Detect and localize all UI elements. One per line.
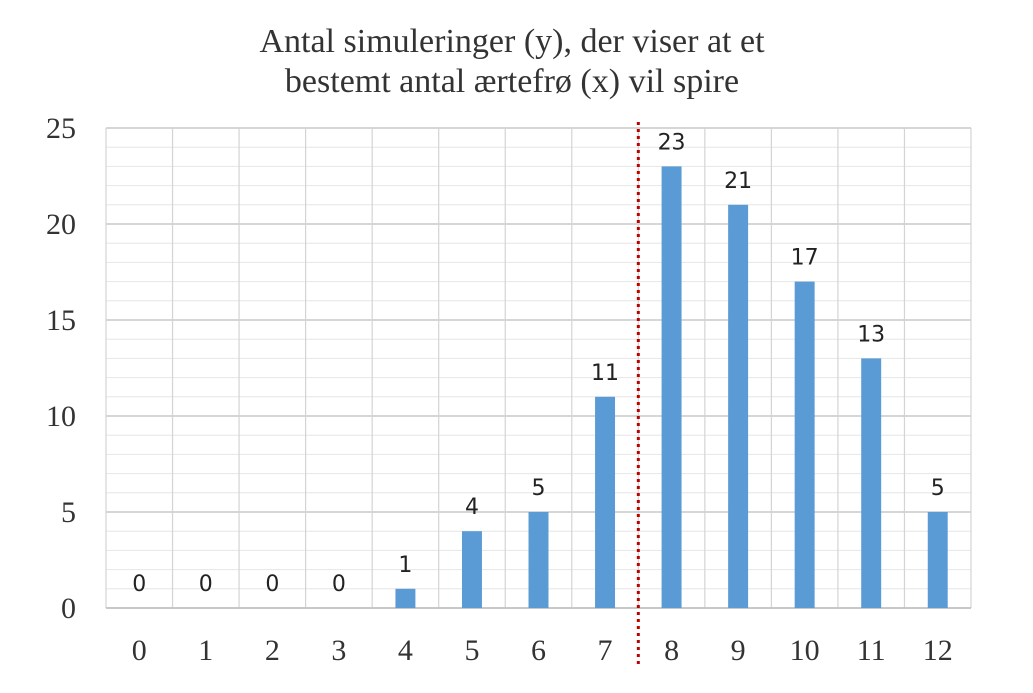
data-label: 0 <box>265 572 279 597</box>
gridlines <box>105 127 972 609</box>
x-tick-label: 10 <box>790 634 820 667</box>
bar <box>728 204 749 609</box>
data-label: 13 <box>857 322 885 347</box>
data-labels: 0 0 0 0 1 4 5 11 23 21 17 13 5 <box>132 130 944 597</box>
x-tick-label: 5 <box>464 634 479 667</box>
x-tick-label: 11 <box>857 634 886 667</box>
data-label: 0 <box>132 572 146 597</box>
y-tick-label: 20 <box>46 208 76 241</box>
x-tick-label: 0 <box>132 634 147 667</box>
x-tick-label: 12 <box>923 634 953 667</box>
y-tick-label: 5 <box>61 496 76 529</box>
bar <box>528 512 549 608</box>
y-tick-label: 15 <box>46 304 76 337</box>
bar <box>861 358 882 608</box>
data-label: 5 <box>931 476 945 501</box>
bar <box>395 588 416 608</box>
x-tick-label: 1 <box>198 634 213 667</box>
bar <box>461 531 482 608</box>
y-tick-label: 10 <box>46 400 76 433</box>
bar <box>794 281 815 608</box>
chart-title-line-2: bestemt antal ærtefrø (x) vil spire <box>285 63 739 100</box>
data-label: 21 <box>724 169 752 194</box>
x-tick-label: 6 <box>531 634 546 667</box>
bar <box>661 166 682 608</box>
x-tick-label: 3 <box>331 634 346 667</box>
bar <box>927 512 948 608</box>
data-label: 5 <box>532 476 546 501</box>
data-label: 1 <box>398 553 412 578</box>
x-tick-label: 4 <box>398 634 413 667</box>
chart-title-line-1: Antal simuleringer (y), der viser at et <box>259 23 765 60</box>
bars <box>395 166 948 609</box>
y-tick-label: 0 <box>61 592 76 625</box>
data-label: 0 <box>199 572 213 597</box>
data-label: 4 <box>465 495 479 520</box>
y-tick-label: 25 <box>46 112 76 145</box>
x-tick-label: 8 <box>664 634 679 667</box>
data-label: 23 <box>658 130 686 155</box>
x-tick-label: 7 <box>598 634 613 667</box>
bar <box>595 396 616 608</box>
data-label: 17 <box>791 246 819 271</box>
x-tick-label: 2 <box>265 634 280 667</box>
data-label: 11 <box>591 361 619 386</box>
data-label: 0 <box>332 572 346 597</box>
x-tick-label: 9 <box>731 634 746 667</box>
